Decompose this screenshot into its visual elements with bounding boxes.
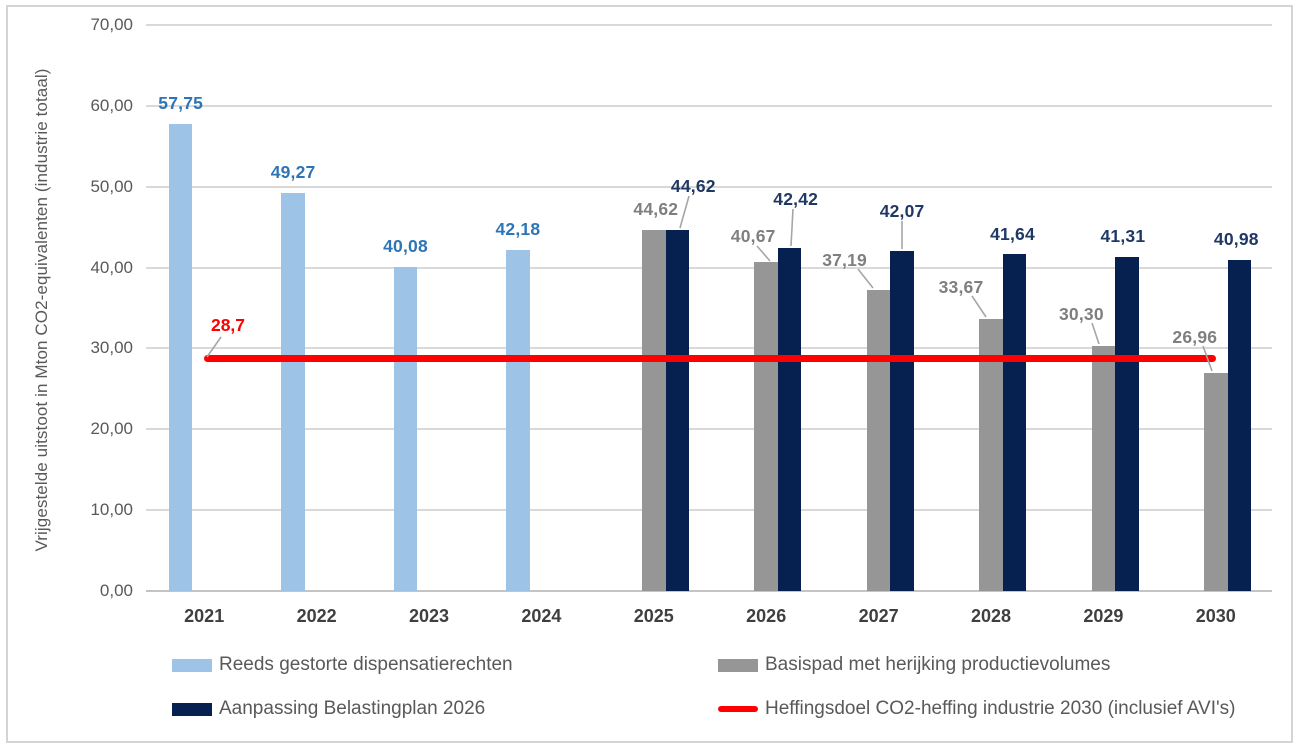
bar-2026-series3: [777, 248, 802, 591]
legend-label: Aanpassing Belastingplan 2026: [219, 698, 486, 719]
bar-2029-series3: [1115, 256, 1139, 591]
x-tick-label-2022: 2022: [296, 606, 337, 626]
data-label-2026-series2: 40,67: [730, 226, 776, 247]
y-tick-label: 10,00: [90, 500, 133, 520]
legend-item-3: Aanpassing Belastingplan 2026: [172, 699, 485, 719]
bar-2025-series3: [665, 230, 690, 591]
bar-2030-series3: [1227, 259, 1252, 591]
data-label-2021-series1: 57,75: [158, 93, 204, 114]
data-label-2029-series2: 30,30: [1058, 304, 1104, 324]
gridline-0,00: [146, 590, 1272, 592]
x-tick-label-2030: 2030: [1195, 606, 1236, 626]
bar-2027-series3: [890, 250, 914, 591]
gridline-40,00: [146, 266, 1272, 269]
data-label-2027-series2: 37,19: [822, 250, 867, 271]
legend-label: Heffingsdoel CO2-heffing industrie 2030 …: [765, 698, 1236, 719]
bar-2025-series2: [642, 230, 666, 591]
y-tick-label: 0,00: [99, 581, 133, 600]
leader-line: [1091, 322, 1100, 345]
bar-2022-series1: [281, 192, 305, 591]
y-tick-label: 40,00: [90, 257, 133, 277]
bar-2026-series2: [754, 262, 778, 591]
legend-item-2: Basispad met herijking productievolumes: [718, 655, 1110, 675]
x-tick-label-2023: 2023: [408, 606, 450, 626]
bar-2021-series1: [168, 124, 193, 591]
x-tick-label-2025: 2025: [633, 606, 674, 626]
bar-2028-series3: [1002, 254, 1027, 591]
legend-item-4: Heffingsdoel CO2-heffing industrie 2030 …: [718, 699, 1235, 719]
leader-line: [206, 336, 222, 358]
leader-line: [1202, 345, 1213, 372]
legend-bar-swatch: [172, 658, 212, 672]
data-label-2023-series1: 40,08: [383, 235, 428, 256]
gridline-70,00: [146, 24, 1272, 26]
bar-2030-series2: [1204, 373, 1228, 591]
reference-line: [204, 355, 1216, 363]
data-label-2025-series3: 44,62: [670, 176, 716, 197]
data-label-2028-series3: 41,64: [990, 224, 1035, 245]
leader-line: [679, 195, 690, 229]
gridline-50,00: [146, 185, 1272, 188]
x-tick-label-2021: 2021: [184, 606, 225, 626]
leader-line: [790, 208, 794, 247]
bar-2024-series1: [506, 249, 530, 591]
leader-line: [857, 268, 874, 289]
x-tick-label-2028: 2028: [970, 606, 1012, 626]
x-tick-label-2027: 2027: [858, 606, 899, 626]
y-tick-label: 30,00: [90, 338, 133, 358]
y-tick-label: 70,00: [90, 15, 133, 34]
y-tick-label: 60,00: [90, 95, 133, 115]
legend-bar-swatch: [172, 702, 212, 716]
reference-line-label: 28,7: [210, 315, 246, 335]
y-tick-label: 20,00: [90, 419, 133, 439]
data-label-2025-series2: 44,62: [633, 199, 679, 220]
gridline-20,00: [146, 428, 1272, 431]
gridline-10,00: [146, 509, 1272, 512]
data-label-2028-series2: 33,67: [938, 276, 984, 297]
legend-item-1: Reeds gestorte dispensatierechten: [172, 655, 513, 675]
data-label-2030-series3: 40,98: [1213, 228, 1259, 249]
gridline-60,00: [146, 104, 1272, 107]
data-label-2030-series2: 26,96: [1172, 327, 1218, 347]
bar-2023-series1: [393, 266, 418, 591]
bar-2027-series2: [866, 290, 891, 591]
x-tick-label-2026: 2026: [746, 606, 787, 626]
legend-label: Reeds gestorte dispensatierechten: [219, 654, 513, 675]
legend-line-swatch: [718, 705, 758, 713]
leader-line: [971, 295, 987, 318]
bar-2029-series2: [1091, 346, 1116, 591]
gridline-30,00: [146, 347, 1272, 350]
data-label-2027-series3: 42,07: [879, 200, 925, 221]
x-tick-label-2024: 2024: [521, 606, 562, 626]
data-label-2024-series1: 42,18: [495, 218, 541, 239]
bar-2028-series2: [979, 318, 1003, 591]
data-label-2022-series1: 49,27: [270, 161, 316, 182]
y-tick-label: 50,00: [90, 176, 133, 196]
data-label-2026-series3: 42,42: [773, 189, 819, 209]
legend-label: Basispad met herijking productievolumes: [765, 654, 1111, 675]
data-label-2029-series3: 41,31: [1100, 225, 1146, 246]
legend-bar-swatch: [718, 658, 758, 672]
x-tick-label-2029: 2029: [1083, 606, 1124, 626]
leader-line: [756, 245, 771, 262]
